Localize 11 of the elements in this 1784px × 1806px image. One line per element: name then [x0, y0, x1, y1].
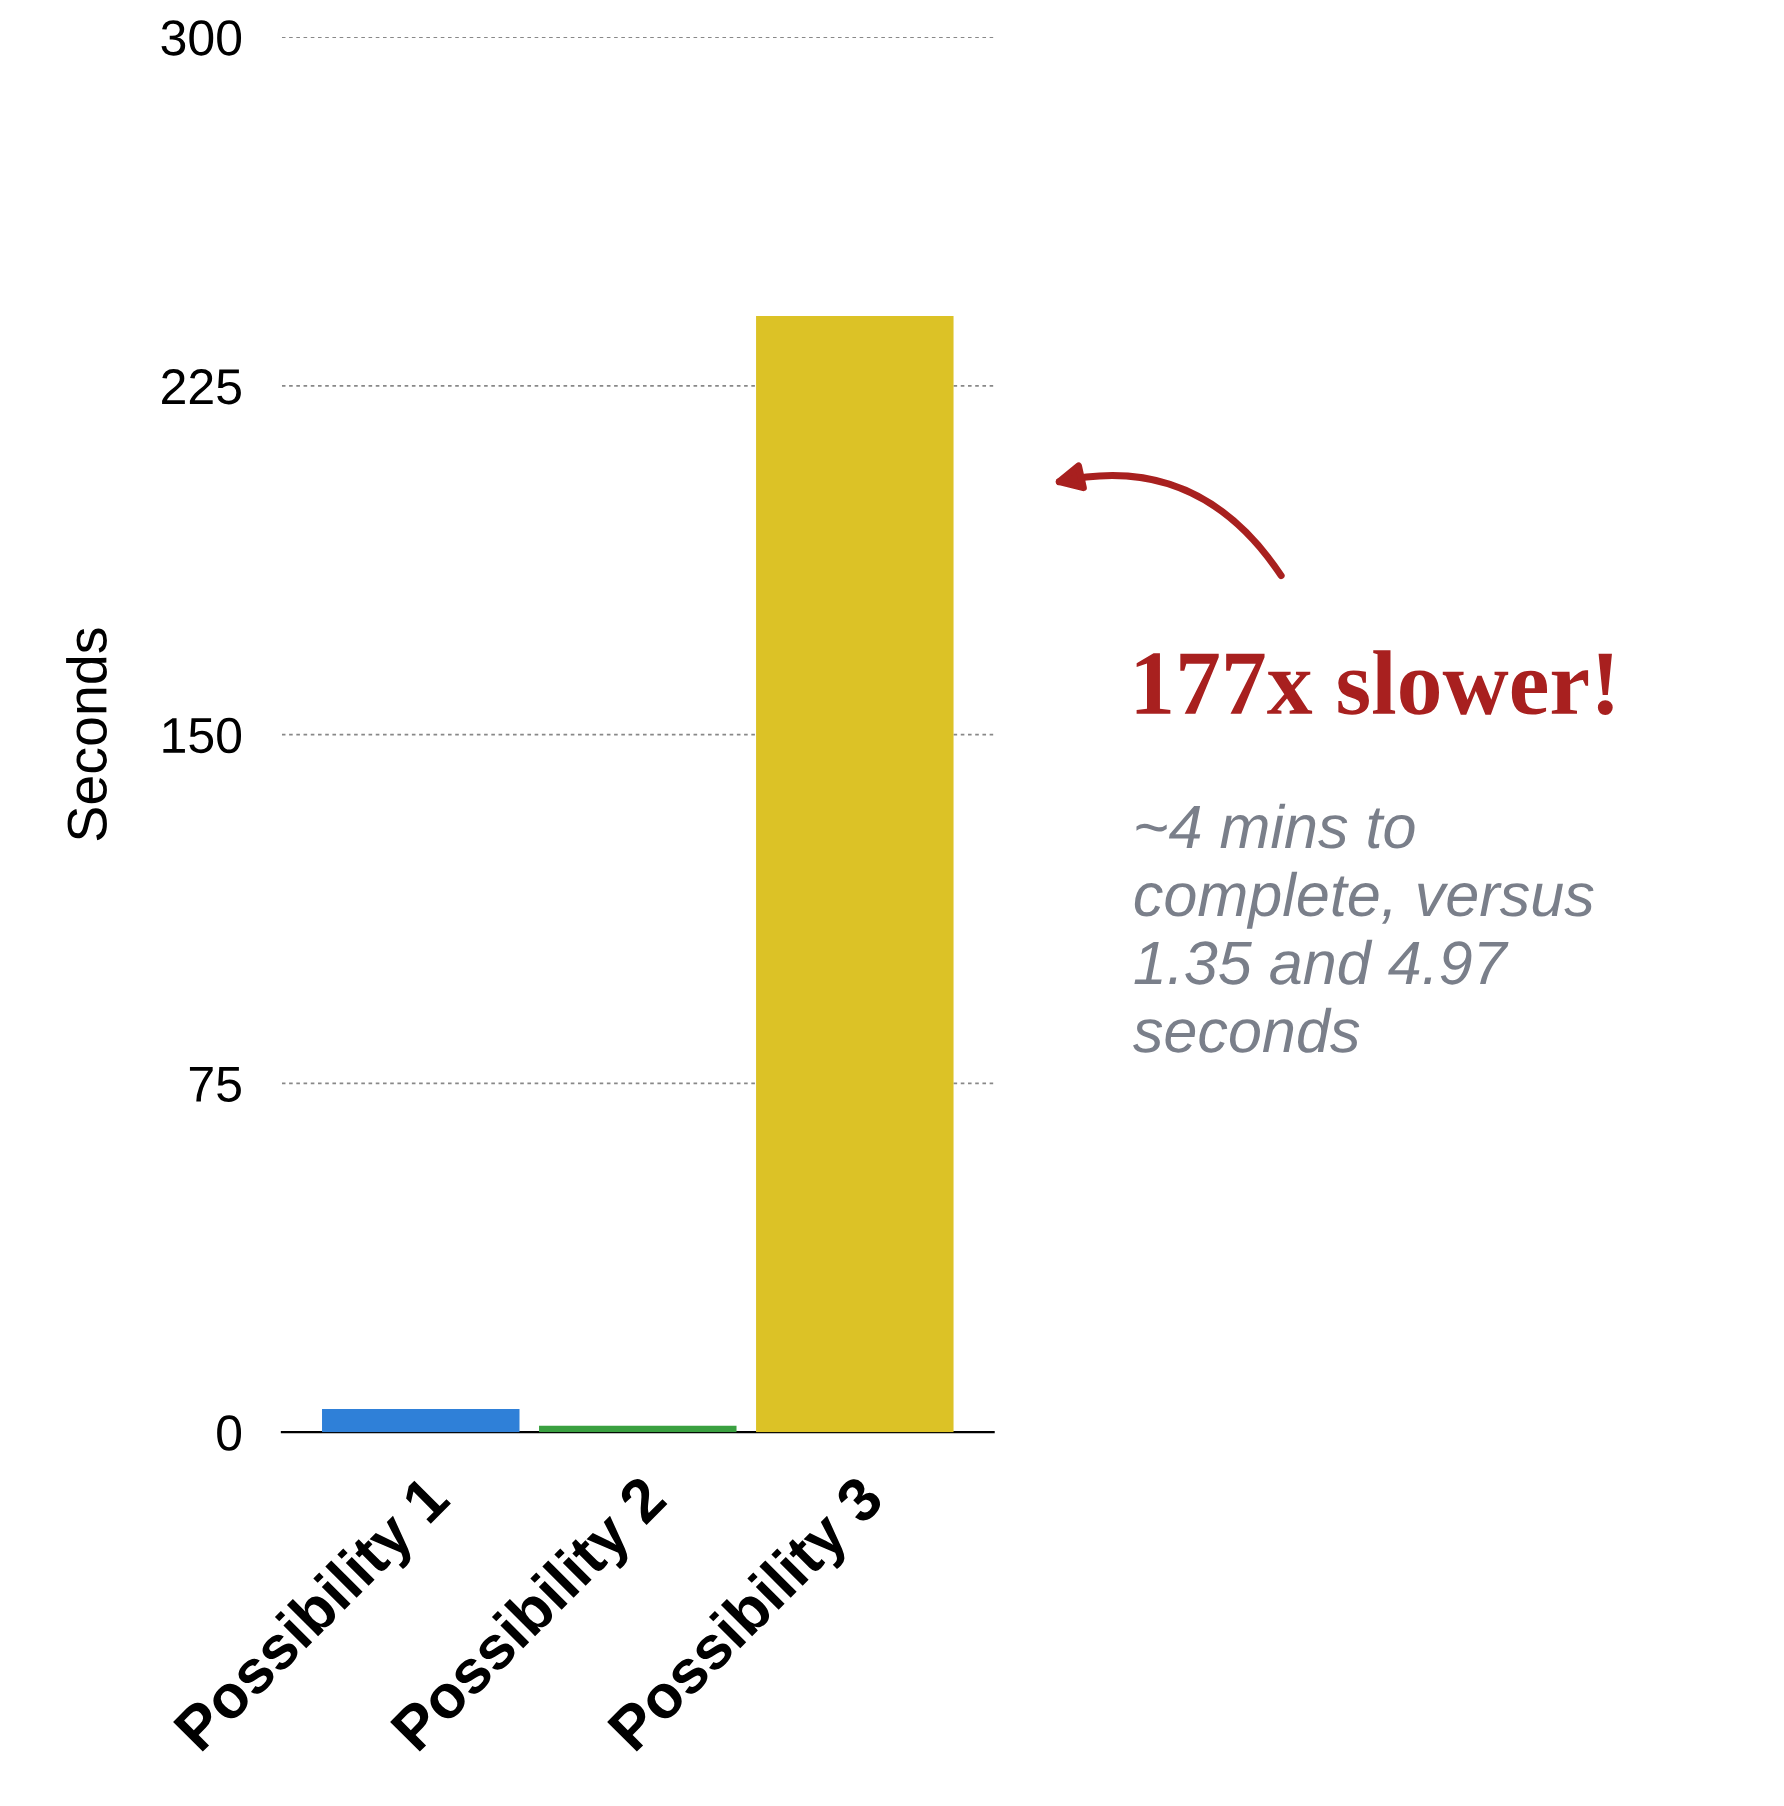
- y-tick-label: 225: [162, 369, 241, 405]
- y-axis-title: Seconds: [66, 628, 107, 841]
- bar: [539, 1425, 737, 1433]
- y-tick-label: 300: [161, 20, 242, 56]
- bar: [322, 1408, 520, 1433]
- y-tick-label: 150: [163, 717, 242, 754]
- bar: [756, 316, 954, 1433]
- text: 177x slower!: [1136, 650, 1613, 716]
- y-tick-label: 75: [189, 1067, 241, 1102]
- text: ~4 mins to complete, versus 1.35 and 4.97 seconds: [1132, 803, 1594, 1053]
- y-tick-label: 0: [217, 1415, 242, 1451]
